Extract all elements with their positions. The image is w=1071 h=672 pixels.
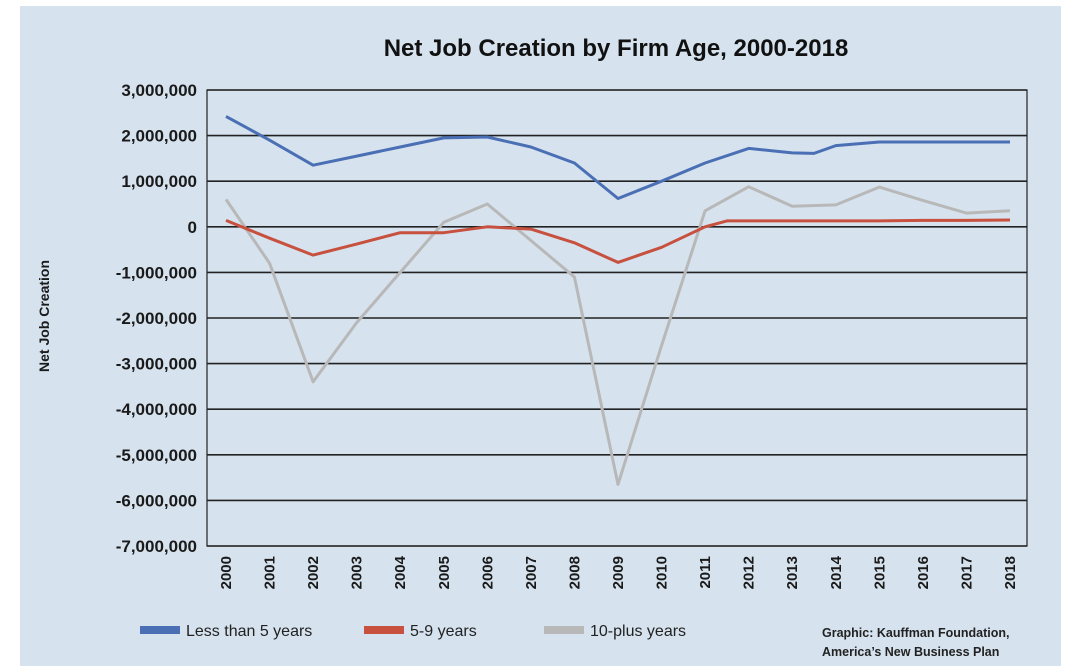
x-tick-label: 2017: [958, 556, 975, 589]
y-tick-label: 1,000,000: [121, 172, 197, 191]
y-tick-labels: 3,000,000 2,000,000 1,000,000 0 -1,000,000 -2…: [116, 81, 197, 556]
x-tick-label: 2018: [1002, 556, 1019, 589]
x-tick-label: 2002: [305, 556, 322, 589]
x-tick-label: 2013: [784, 556, 801, 589]
grid-lines: [206, 89, 1028, 547]
y-tick-label: -1,000,000: [116, 263, 197, 282]
series-line-1: [225, 218, 1011, 264]
y-axis-label: Net Job Creation: [36, 260, 52, 372]
x-tick-label: 2015: [871, 556, 888, 589]
x-tick-label: 2003: [349, 556, 366, 589]
credit-text: Graphic: Kauffman Foundation, America’s N…: [822, 626, 1010, 659]
y-tick-label: -2,000,000: [116, 309, 197, 328]
y-tick-label: 2,000,000: [121, 127, 197, 146]
x-tick-label: 2014: [828, 555, 845, 589]
credit-line-0: Graphic: Kauffman Foundation,: [822, 626, 1010, 640]
x-tick-label: 2016: [915, 556, 932, 589]
y-tick-label: -3,000,000: [116, 355, 197, 374]
x-tick-label: 2009: [610, 556, 627, 589]
chart-title: Net Job Creation by Firm Age, 2000-2018: [384, 35, 849, 62]
legend-label-0: Less than 5 years: [186, 623, 312, 640]
y-tick-label: 0: [188, 218, 197, 237]
x-tick-label: 2007: [523, 556, 540, 589]
chart-panel: Net Job Creation by Firm Age, 2000-2018 …: [20, 6, 1061, 666]
legend-label-2: 10-plus years: [590, 623, 686, 640]
x-tick-labels: 2000 2001 2002 2003 2004 2005 2006 2007 2008 2009…: [218, 555, 1019, 589]
credit-line-1: America’s New Business Plan: [822, 645, 999, 659]
y-tick-label: -5,000,000: [116, 446, 197, 465]
x-tick-label: 2010: [654, 556, 671, 589]
x-tick-label: 2004: [392, 555, 409, 589]
y-tick-label: 3,000,000: [121, 81, 197, 100]
x-tick-label: 2011: [697, 556, 714, 589]
x-tick-label: 2000: [218, 556, 235, 589]
x-tick-label: 2006: [479, 556, 496, 589]
x-tick-label: 2005: [436, 556, 453, 589]
y-tick-label: -6,000,000: [116, 491, 197, 510]
y-tick-label: -4,000,000: [116, 400, 197, 419]
x-tick-label: 2012: [741, 556, 758, 589]
x-tick-label: 2001: [262, 556, 279, 589]
series-line-2: [224, 185, 1011, 486]
legend: Less than 5 years 5-9 years 10-plus years: [140, 623, 686, 640]
y-tick-label: -7,000,000: [116, 537, 197, 556]
series-lines: [224, 115, 1011, 486]
x-tick-label: 2008: [566, 556, 583, 589]
chart-svg: Net Job Creation by Firm Age, 2000-2018 …: [36, 35, 1028, 659]
series-line-0: [225, 115, 1010, 200]
legend-label-1: 5-9 years: [410, 623, 477, 640]
